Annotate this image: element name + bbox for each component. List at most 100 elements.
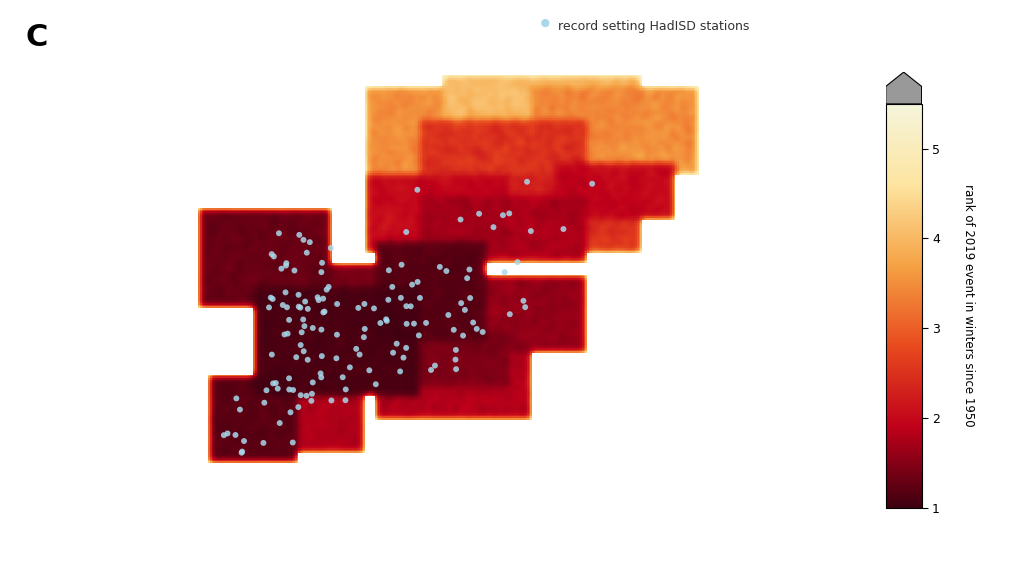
Point [321,282,337,291]
Point [295,315,311,324]
Point [328,354,344,363]
Point [264,294,281,304]
Point [304,323,321,332]
Point [366,304,382,313]
Point [228,394,245,403]
Point [299,355,315,364]
Point [304,378,321,387]
Point [216,430,232,440]
Point [555,224,571,234]
Point [271,418,288,428]
Point [438,267,455,276]
Point [519,177,536,186]
Point [298,391,314,400]
Point [291,302,307,311]
Point [440,310,457,320]
Point [279,303,295,312]
Point [447,345,464,354]
Point [315,294,332,304]
Point [281,315,297,324]
Point [304,389,321,398]
Point [291,290,307,299]
Point [384,282,400,291]
Point [290,403,306,412]
Point [283,408,299,417]
Point [280,329,296,338]
Point [293,340,309,350]
Point [368,380,384,389]
Point [297,297,313,306]
Point [309,293,326,302]
Point [303,396,319,406]
Point [379,316,395,325]
Point [361,366,378,375]
Point [285,438,301,447]
Point [269,384,286,394]
Point [329,330,345,339]
Point [461,265,477,274]
Point [323,243,339,253]
Point [355,332,372,342]
Point [423,365,439,374]
Point [388,339,404,349]
Point [274,301,291,310]
Point [447,355,464,364]
Point [459,273,475,283]
Point [262,293,279,302]
Point [276,330,293,339]
Point [398,343,415,353]
Point [337,396,353,405]
Point [474,327,490,336]
Point [495,211,511,220]
Point [501,209,517,218]
Point [453,298,469,308]
Point [427,361,443,370]
Point [316,307,333,316]
Point [356,299,373,309]
Point [351,350,368,359]
Point [410,278,426,287]
Point [538,18,554,28]
Point [255,439,271,448]
Point [378,314,394,324]
Point [584,179,600,188]
Point [406,319,422,328]
Point [462,293,478,302]
Point [265,252,282,261]
Point [402,302,419,311]
Point [455,331,471,340]
Point [300,304,316,313]
Point [313,351,330,361]
Point [350,304,367,313]
Point [295,235,311,245]
Point [385,348,401,357]
Point [294,328,310,337]
Point [329,299,345,309]
Point [447,365,464,374]
Point [267,379,284,388]
Point [356,324,373,334]
Point [231,405,248,414]
Point [338,385,354,394]
Point [372,319,388,328]
Text: C: C [26,23,48,52]
Point [310,295,327,305]
Text: record setting HadISD stations: record setting HadISD stations [558,20,750,33]
Point [314,258,331,268]
Point [299,248,315,257]
Point [256,398,272,407]
Point [312,369,329,378]
Point [398,227,415,237]
Point [296,347,312,356]
Point [219,429,236,438]
Point [471,209,487,218]
Point [380,295,396,305]
Point [392,293,409,302]
Point [293,391,309,400]
Point [502,310,518,319]
Point [485,223,502,232]
Point [517,302,534,312]
Point [515,296,531,305]
Point [258,385,274,395]
Point [227,430,244,440]
